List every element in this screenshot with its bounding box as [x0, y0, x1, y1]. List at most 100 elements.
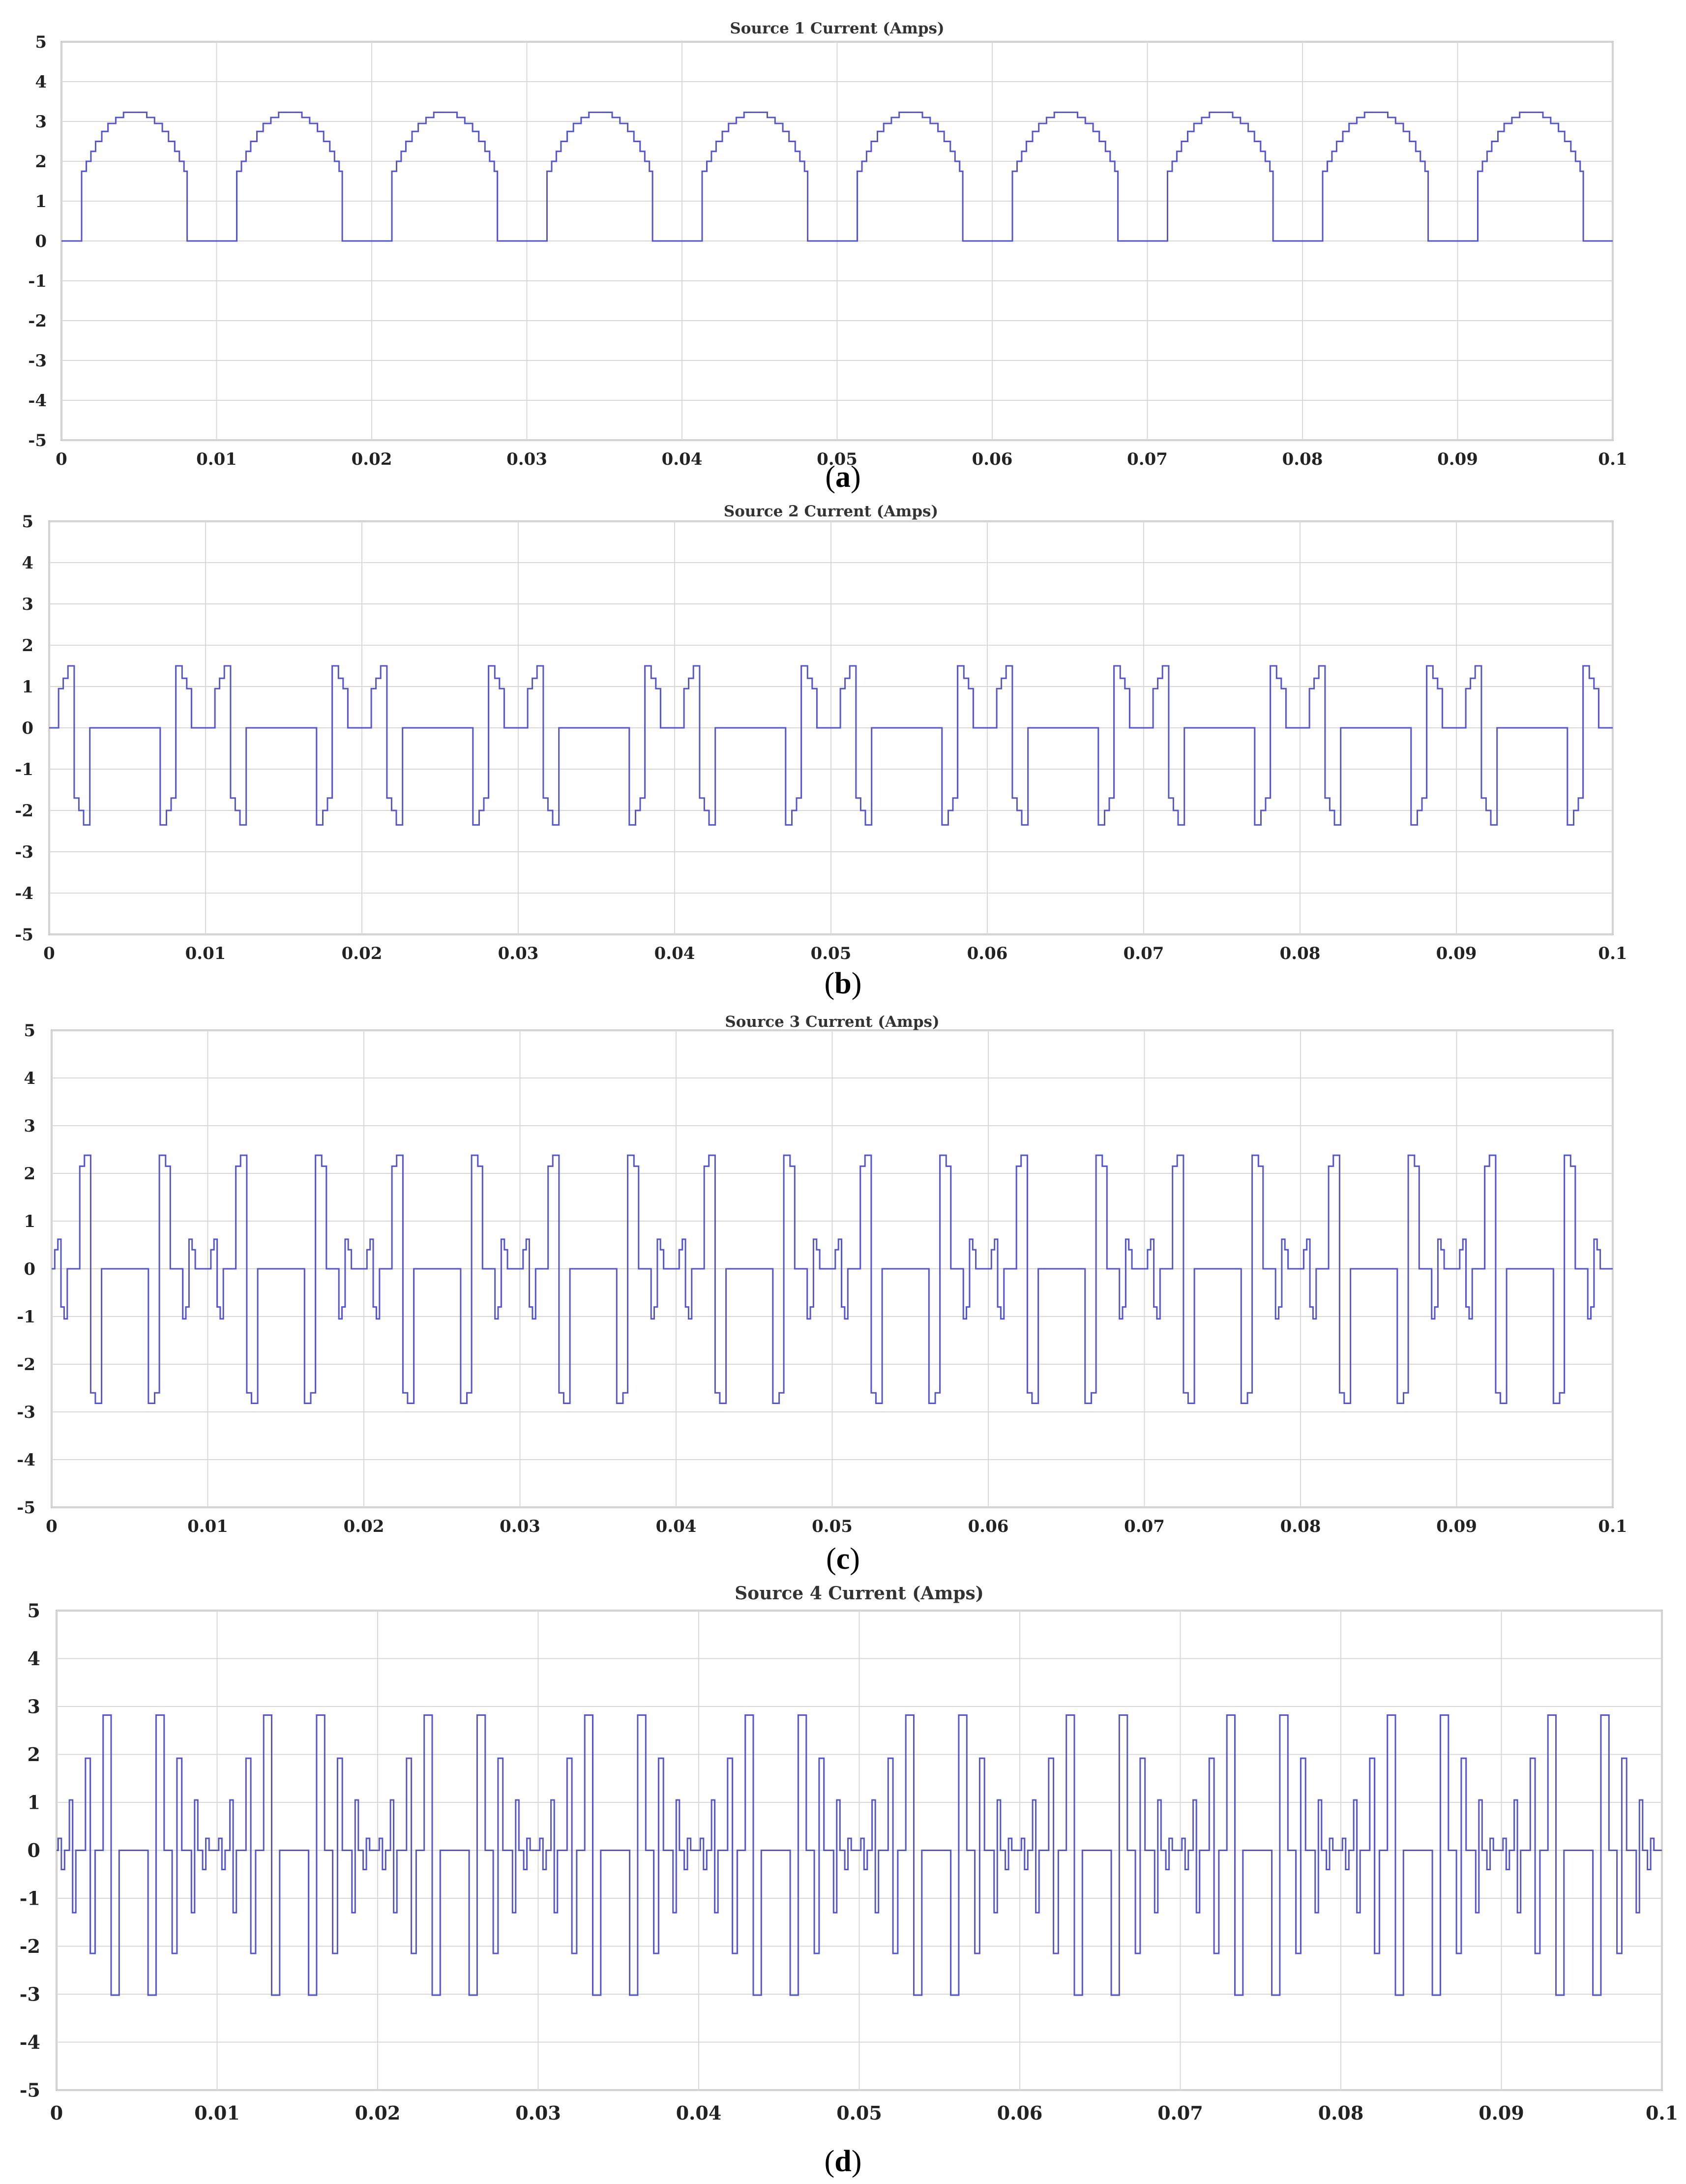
x-tick-label: 0.07 [1124, 944, 1164, 963]
x-tick-label: 0.05 [812, 1517, 853, 1536]
x-tick-label: 0.02 [355, 2102, 401, 2124]
y-tick-label: 5 [24, 1021, 35, 1041]
x-tick-label: 0.02 [352, 449, 392, 469]
x-tick-label: 0.04 [656, 1517, 697, 1536]
y-tick-label: -3 [28, 351, 47, 371]
x-tick-label: 0.06 [997, 2102, 1043, 2124]
x-tick-label: 0.1 [1598, 1517, 1627, 1536]
y-tick-label: 4 [22, 553, 33, 573]
x-tick-label: 0.05 [817, 449, 858, 469]
x-tick-label: 0.05 [836, 2102, 882, 2124]
panel-d: Source 4 Current (Amps) 5 4 3 2 1 0 -1 -2 -3 -4 -5 0… [0, 1579, 1686, 2184]
x-tick-label: 0.07 [1127, 449, 1168, 469]
x-tick-label: 0.09 [1436, 1517, 1477, 1536]
y-tick-label: 1 [35, 192, 47, 211]
y-tick-label: -5 [28, 431, 47, 450]
x-tick-label: 0.09 [1479, 2102, 1524, 2124]
y-tick-label: 5 [35, 32, 47, 52]
x-tick-label: 0.06 [972, 449, 1013, 469]
panel-a: Source 1 Current (Amps) 5 4 3 2 1 0 -1 -2 -3 -4 -5 0… [0, 0, 1686, 494]
y-tick-label: -2 [20, 1935, 40, 1957]
chart-source-3-current: Source 3 Current (Amps) 5 4 3 2 1 0 -1 -2 -3 -4 -5 0… [17, 1013, 1627, 1536]
caption-d: (d) [824, 2145, 862, 2178]
x-tick-label: 0.08 [1318, 2102, 1364, 2124]
x-tick-label: 0.01 [194, 2102, 240, 2124]
y-tick-label: -2 [28, 311, 47, 331]
chart-source-1-current: Source 1 Current (Amps) 5 4 3 2 1 0 -1 -2 -3 -4 -5 0… [28, 20, 1627, 469]
series-line [57, 1714, 1662, 1996]
gridlines [51, 1030, 1613, 1508]
y-tick-label: -4 [20, 2031, 40, 2053]
chart-source-4-current: Source 4 Current (Amps) 5 4 3 2 1 0 -1 -2 -3 -4 -5 0… [20, 1583, 1678, 2124]
x-tick-label: 0.1 [1646, 2102, 1678, 2124]
y-tick-label: -3 [17, 1403, 35, 1422]
x-tick-label: 0.07 [1124, 1517, 1165, 1536]
y-tick-label: -1 [17, 1307, 35, 1327]
x-tick-label: 0.04 [654, 944, 695, 963]
x-tick-label: 0.08 [1282, 449, 1323, 469]
y-tick-label: -5 [15, 925, 33, 945]
y-tick-label: -1 [15, 760, 33, 779]
chart-source-2-current: Source 2 Current (Amps) 5 4 3 2 1 0 -1 -2 -3 -4 -5 0… [15, 503, 1627, 963]
series-line [49, 665, 1613, 826]
x-tick-label: 0.05 [811, 944, 852, 963]
caption-b: (b) [824, 967, 862, 1000]
y-tick-label: 0 [35, 232, 47, 251]
gridlines [49, 521, 1613, 935]
x-tick-label: 0.02 [342, 944, 383, 963]
x-tick-label: 0.1 [1598, 449, 1627, 469]
y-tick-label: 2 [24, 1164, 35, 1184]
y-tick-label: 4 [24, 1069, 35, 1088]
x-tick-label: 0 [50, 2102, 63, 2124]
y-tick-label: 3 [24, 1116, 35, 1136]
y-tick-label: 4 [35, 72, 47, 92]
y-tick-label: 2 [22, 636, 33, 656]
x-tick-label: 0.08 [1280, 1517, 1321, 1536]
x-tick-label: 0.06 [967, 944, 1008, 963]
series-line [61, 111, 1613, 242]
y-tick-label: -3 [20, 1983, 40, 2005]
y-tick-label: 1 [22, 677, 33, 697]
y-tick-label: 3 [35, 112, 47, 132]
x-tick-label: 0.04 [676, 2102, 722, 2124]
x-tick-label: 0.03 [506, 449, 547, 469]
caption-a: (a) [825, 460, 861, 494]
y-tick-label: 2 [28, 1743, 40, 1765]
y-tick-label: -3 [15, 842, 33, 862]
series-line [52, 1154, 1613, 1404]
y-tick-label: -5 [20, 2079, 40, 2101]
y-tick-label: 1 [28, 1791, 40, 1813]
y-tick-label: 1 [24, 1212, 35, 1231]
y-tick-label: -1 [20, 1887, 40, 1909]
x-tick-label: 0.06 [968, 1517, 1009, 1536]
y-tick-label: 0 [22, 718, 33, 738]
y-tick-label: 2 [35, 152, 47, 172]
x-tick-label: 0.01 [185, 944, 226, 963]
x-tick-label: 0.01 [187, 1517, 228, 1536]
chart-title: Source 2 Current (Amps) [724, 503, 938, 520]
y-tick-label: 0 [28, 1839, 40, 1861]
panel-c: Source 3 Current (Amps) 5 4 3 2 1 0 -1 -2 -3 -4 -5 0… [0, 1003, 1686, 1579]
x-tick-label: 0.1 [1598, 944, 1627, 963]
panel-b: Source 2 Current (Amps) 5 4 3 2 1 0 -1 -2 -3 -4 -5 0… [0, 492, 1686, 1003]
y-tick-label: -2 [17, 1355, 35, 1375]
chart-title: Source 4 Current (Amps) [735, 1583, 984, 1604]
y-tick-label: 0 [24, 1259, 35, 1279]
x-tick-label: 0.03 [498, 944, 539, 963]
y-tick-label: -4 [15, 884, 33, 903]
x-tick-label: 0.08 [1280, 944, 1321, 963]
x-tick-label: 0.09 [1436, 944, 1477, 963]
y-tick-label: -5 [17, 1498, 35, 1518]
x-tick-label: 0.03 [500, 1517, 540, 1536]
x-tick-label: 0 [43, 944, 55, 963]
x-tick-label: 0.03 [515, 2102, 561, 2124]
x-tick-label: 0 [46, 1517, 58, 1536]
y-tick-label: 5 [22, 512, 33, 532]
chart-title: Source 1 Current (Amps) [730, 20, 944, 37]
caption-c: (c) [826, 1542, 860, 1576]
chart-title: Source 3 Current (Amps) [725, 1013, 939, 1031]
y-tick-label: -1 [28, 271, 47, 291]
y-tick-label: 3 [28, 1695, 40, 1717]
x-tick-label: 0.09 [1437, 449, 1478, 469]
y-tick-label: 3 [22, 595, 33, 614]
